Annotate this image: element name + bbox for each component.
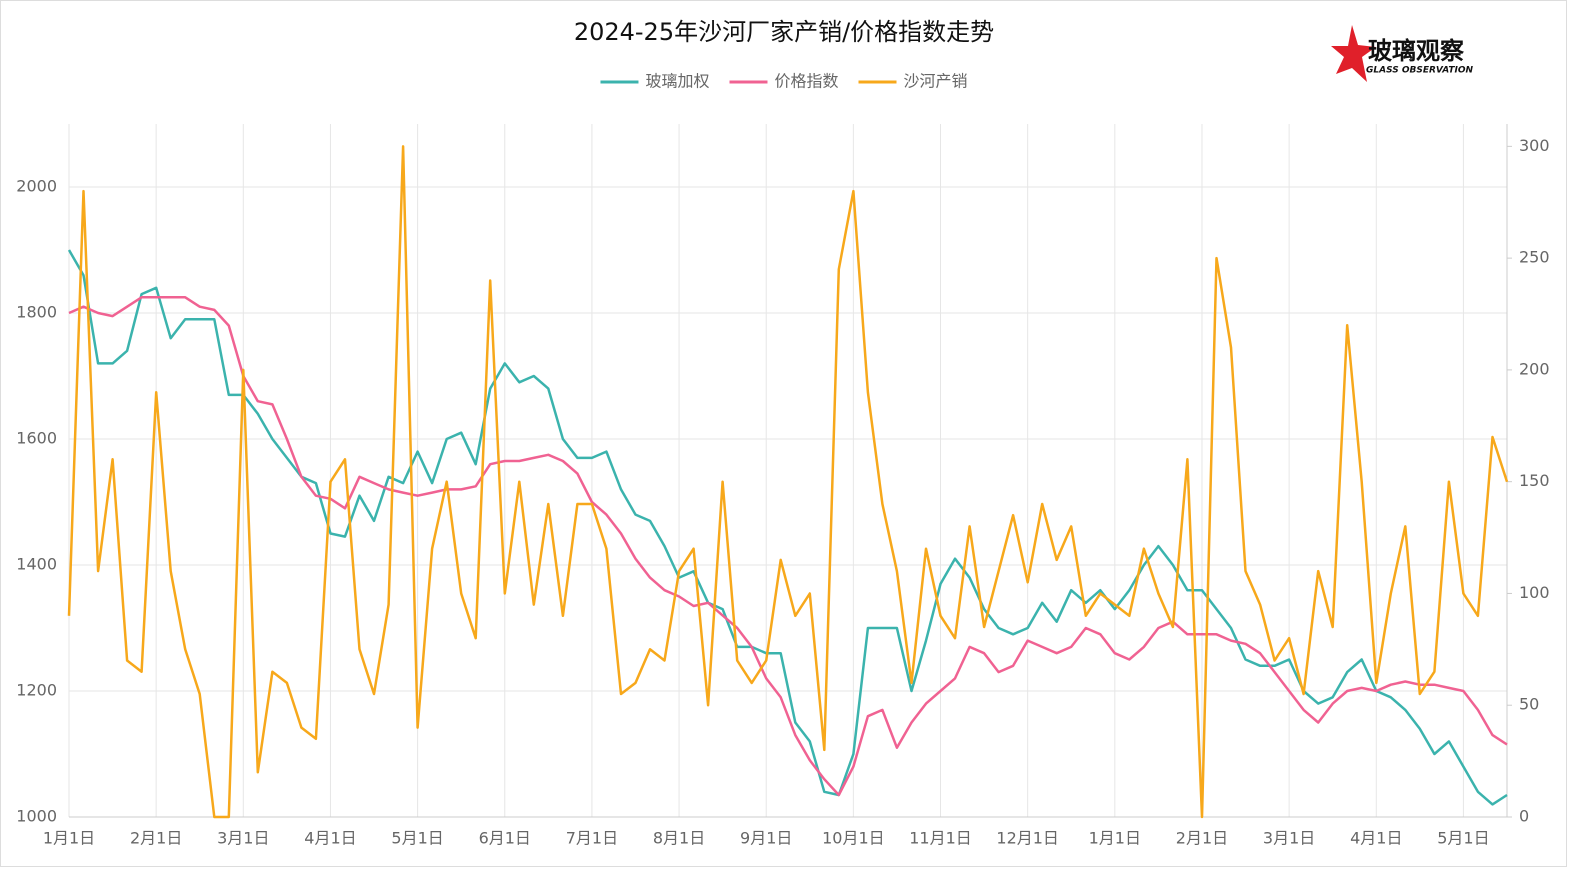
y-tick-label: 1400 (16, 555, 57, 574)
x-tick-label: 5月1日 (391, 829, 443, 848)
y-tick-label: 1200 (16, 681, 57, 700)
x-tick-label: 3月1日 (1263, 829, 1315, 848)
logo: 玻璃观察 GLASS OBSERVATION (1331, 25, 1474, 82)
y2-tick-label: 250 (1519, 248, 1550, 267)
y-tick-label: 2000 (16, 177, 57, 196)
y2-tick-label: 200 (1519, 359, 1550, 378)
y-tick-label: 1600 (16, 429, 57, 448)
y-tick-label: 1800 (16, 303, 57, 322)
x-tick-label: 5月1日 (1437, 829, 1489, 848)
series-line (67, 249, 1508, 806)
x-tick-label: 11月1日 (909, 829, 972, 848)
y2-tick-label: 150 (1519, 471, 1550, 490)
x-tick-label: 2月1日 (130, 829, 182, 848)
legend: 玻璃加权 价格指数 沙河产销 (600, 72, 968, 91)
x-tick-label: 12月1日 (996, 829, 1059, 848)
series-line (67, 145, 1509, 819)
legend-label: 价格指数 (774, 72, 838, 91)
x-tick-label: 2月1日 (1176, 829, 1228, 848)
x-tick-label: 7月1日 (566, 829, 618, 848)
x-tick-label: 10月1日 (822, 829, 885, 848)
logo-text: 玻璃观察 (1368, 37, 1465, 65)
x-tick-label: 8月1日 (653, 829, 705, 848)
series-line (68, 296, 1508, 797)
y2-tick-label: 100 (1519, 583, 1550, 602)
legend-item: 沙河产销 (858, 72, 968, 91)
legend-label: 玻璃加权 (645, 72, 709, 91)
logo-subtext: GLASS OBSERVATION (1366, 66, 1474, 76)
y2-tick-label: 300 (1519, 136, 1550, 155)
chart-title: 2024-25年沙河厂家产销/价格指数走势 (574, 18, 994, 46)
x-tick-label: 4月1日 (304, 829, 356, 848)
x-tick-label: 1月1日 (1089, 829, 1141, 848)
x-tick-label: 9月1日 (740, 829, 792, 848)
legend-item: 价格指数 (729, 72, 839, 91)
x-tick-label: 6月1日 (479, 829, 531, 848)
x-tick-label: 3月1日 (217, 829, 269, 848)
legend-item: 玻璃加权 (600, 72, 709, 91)
y2-tick-label: 50 (1519, 695, 1539, 714)
x-tick-label: 1月1日 (43, 829, 95, 848)
x-tick-label: 4月1日 (1350, 829, 1402, 848)
logo-star (1331, 25, 1376, 82)
y-tick-label: 1000 (16, 807, 57, 826)
legend-label: 沙河产销 (904, 72, 968, 91)
y2-tick-label: 0 (1519, 807, 1529, 826)
